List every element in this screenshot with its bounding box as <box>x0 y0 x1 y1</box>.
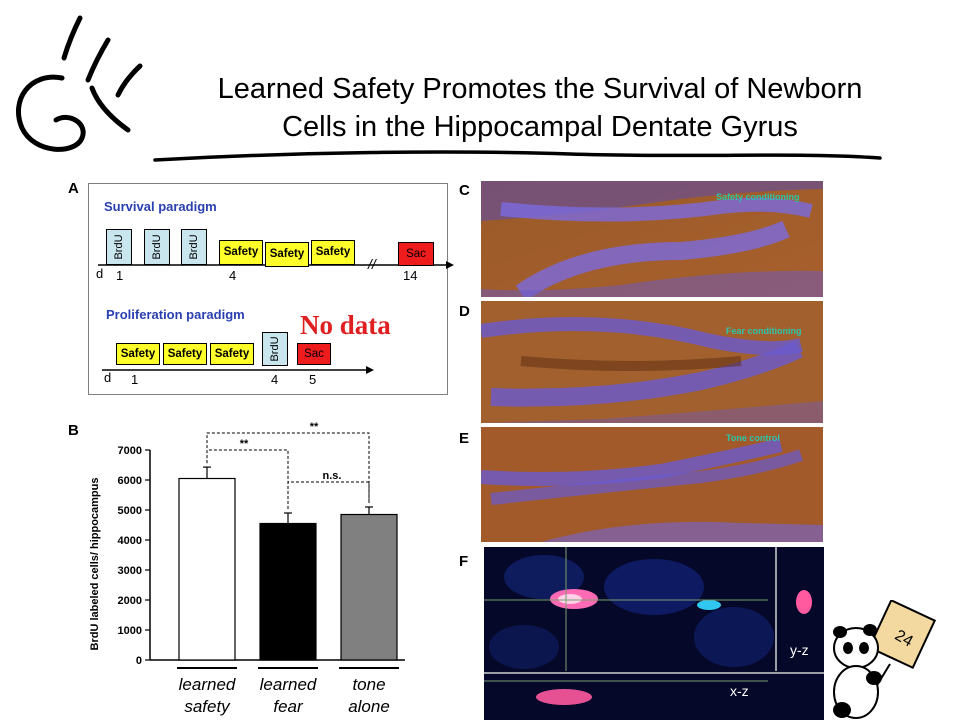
bar <box>178 477 236 661</box>
category-label: fear <box>273 697 304 716</box>
survival-paradigm-title: Survival paradigm <box>104 199 217 214</box>
safety-box: Safety <box>116 343 160 365</box>
day-prefix: d <box>104 370 112 385</box>
micrograph-c-label: Safety conditioning <box>716 192 800 202</box>
safety-box: Safety <box>163 343 207 365</box>
brdu-box: BrdU <box>262 332 288 366</box>
title-underline <box>153 150 882 162</box>
day-tick: 4 <box>271 372 279 387</box>
category-label: alone <box>348 697 390 716</box>
significance-label: ** <box>310 421 319 433</box>
title-line-1: Learned Safety Promotes the Survival of … <box>217 73 863 105</box>
micrograph-f: y-z x-z <box>484 547 824 720</box>
panel-f-letter: F <box>459 553 469 570</box>
micrograph-d: Fear conditioning <box>481 301 823 423</box>
significance-bracket <box>206 449 289 509</box>
y-axis-label: BrdU labeled cells/ hippocampus <box>89 478 101 651</box>
day-tick: 4 <box>229 268 237 283</box>
significance-bracket <box>287 481 370 509</box>
y-tick-label: 2000 <box>118 595 142 607</box>
micrograph-d-label: Fear conditioning <box>726 326 802 336</box>
significance-brackets: ** ** n.s. <box>206 421 370 509</box>
significance-bracket <box>206 432 370 503</box>
y-tick-label: 1000 <box>118 625 142 637</box>
bar <box>340 513 398 661</box>
xz-label: x-z <box>730 683 749 699</box>
safety-box: Safety <box>265 242 309 267</box>
day-tick: 5 <box>309 372 317 387</box>
y-tick-label: 5000 <box>118 505 142 517</box>
survival-timeline-arrow <box>446 261 454 269</box>
y-tick-label: 6000 <box>118 475 142 487</box>
panda-mascot: 24 <box>833 600 937 719</box>
sac-box: Sac <box>398 242 434 266</box>
proliferation-timeline-arrow <box>366 366 374 374</box>
sac-box: Sac <box>297 343 331 365</box>
day-prefix: d <box>96 266 104 281</box>
time-break-mark: // <box>368 256 376 272</box>
title-line-2: Cells in the Hippocampal Dentate Gyrus <box>282 111 798 143</box>
panel-a-frame <box>88 183 448 395</box>
y-tick-label: 0 <box>136 655 142 667</box>
bar-chart: BrdU labeled cells/ hippocampus 0 1000 200… <box>89 421 405 716</box>
panel-d-letter: D <box>459 303 470 320</box>
day-tick: 1 <box>116 268 124 283</box>
safety-box: Safety <box>219 240 263 265</box>
safety-box: Safety <box>210 343 254 365</box>
significance-label: ** <box>240 438 249 450</box>
day-tick: 1 <box>131 372 139 387</box>
day-tick: 14 <box>403 268 418 283</box>
slide-title: Learned Safety Promotes the Survival of … <box>130 70 950 146</box>
proliferation-paradigm-title: Proliferation paradigm <box>106 307 245 322</box>
safety-box: Safety <box>311 240 355 265</box>
no-data-label: No data <box>300 310 391 340</box>
micrograph-c: Safety conditioning <box>481 181 823 297</box>
panel-e-letter: E <box>459 430 470 447</box>
significance-label: n.s. <box>323 470 342 482</box>
y-tick-label: 7000 <box>118 445 142 457</box>
category-label: learned <box>179 675 236 694</box>
y-tick-label: 4000 <box>118 535 142 547</box>
micrograph-e: Tone control <box>481 427 823 542</box>
brdu-box: BrdU <box>106 229 132 265</box>
category-label: learned <box>260 675 317 694</box>
hand-drawn-logo <box>15 15 143 152</box>
panel-c-letter: C <box>459 182 470 199</box>
micrograph-e-label: Tone control <box>726 433 780 443</box>
brdu-box: BrdU <box>144 229 170 265</box>
page-number: 24 <box>892 627 916 651</box>
brdu-box: BrdU <box>181 229 207 265</box>
yz-label: y-z <box>790 642 809 658</box>
panel-b-letter: B <box>68 422 79 439</box>
y-tick-label: 3000 <box>118 565 142 577</box>
x-category-labels: learned safety learned fear tone alone <box>177 667 399 716</box>
bar <box>259 522 317 661</box>
category-label: tone <box>352 675 385 694</box>
category-label: safety <box>184 697 231 716</box>
chart-bars <box>178 466 398 661</box>
panel-a-letter: A <box>68 180 79 197</box>
